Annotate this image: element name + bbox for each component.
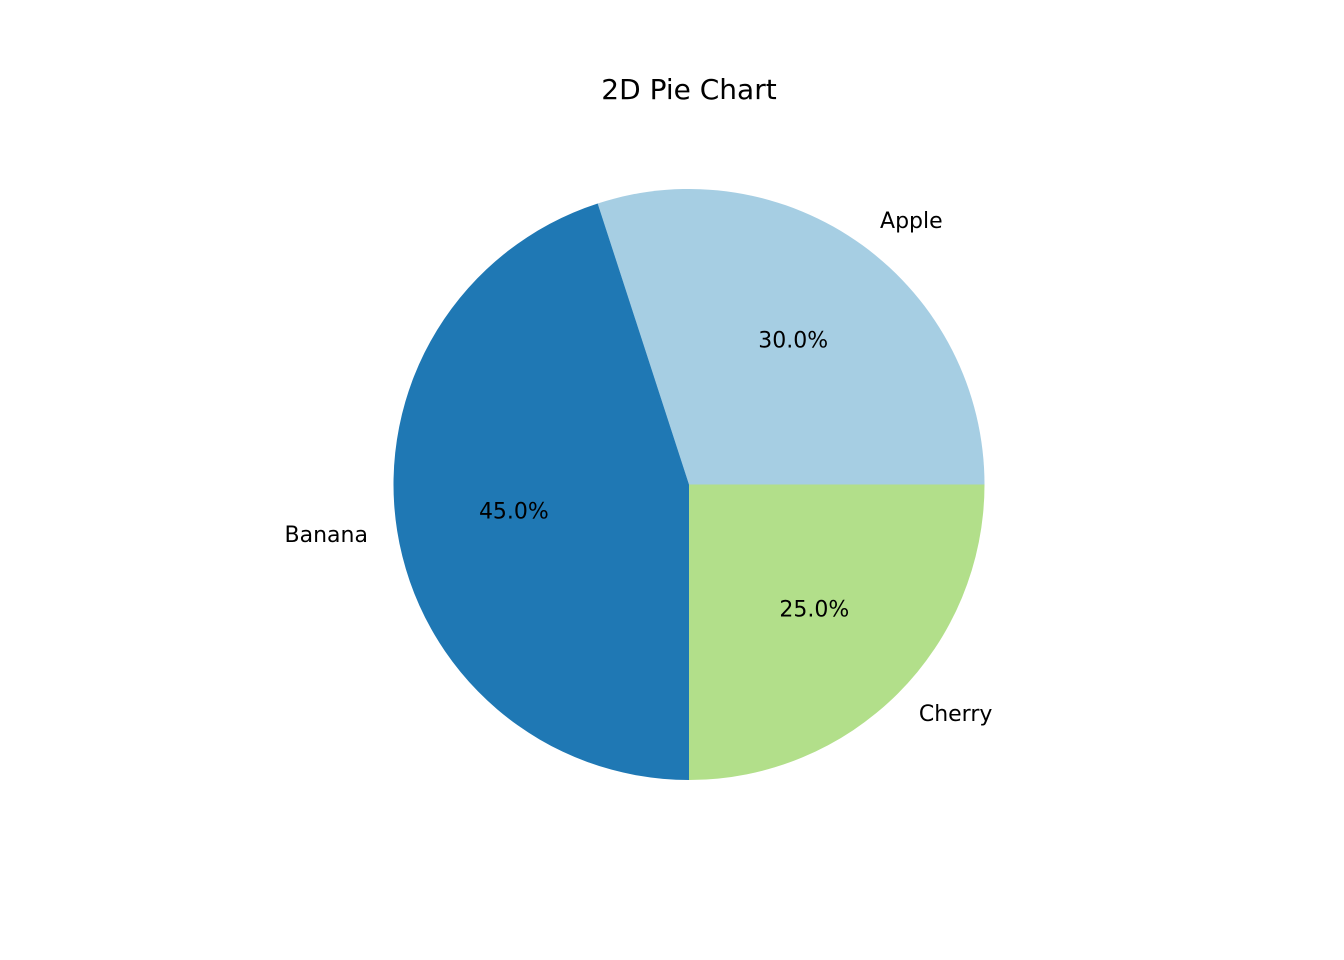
pie-slice-apple bbox=[597, 188, 985, 485]
pie-labels: Apple 30.0% Banana 45.0% Cherry 25.0% bbox=[285, 209, 993, 727]
slice-percent-cherry: 25.0% bbox=[779, 597, 849, 622]
chart-title: 2D Pie Chart bbox=[601, 73, 776, 106]
pie-slice-banana bbox=[393, 203, 689, 781]
slice-label-apple: Apple bbox=[880, 209, 943, 234]
slice-percent-banana: 45.0% bbox=[479, 500, 549, 525]
pie-slice-cherry bbox=[689, 484, 985, 780]
pie-slices bbox=[393, 188, 985, 781]
slice-label-cherry: Cherry bbox=[919, 702, 993, 727]
slice-percent-apple: 30.0% bbox=[758, 329, 828, 354]
slice-label-banana: Banana bbox=[285, 523, 368, 548]
